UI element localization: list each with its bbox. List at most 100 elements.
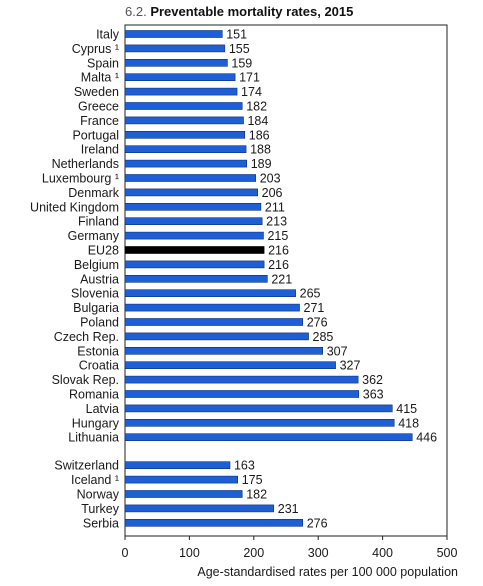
category-label: Netherlands: [52, 157, 119, 171]
bar: [124, 188, 258, 197]
value-label: 182: [246, 100, 267, 114]
value-label: 418: [398, 416, 419, 430]
category-label: Austria: [80, 272, 119, 286]
value-label: 155: [229, 42, 250, 56]
category-label: Finland: [78, 215, 119, 229]
category-label: Serbia: [83, 516, 119, 530]
category-label: France: [80, 114, 119, 128]
value-label: 446: [416, 431, 437, 445]
value-label: 216: [268, 244, 289, 258]
bar: [124, 102, 243, 110]
bar: [124, 203, 262, 211]
category-label: Slovenia: [71, 287, 119, 301]
bar: [124, 318, 304, 326]
value-label: 163: [234, 459, 255, 473]
category-label: Ireland: [81, 143, 119, 157]
value-label: 215: [267, 229, 288, 243]
bar: [124, 518, 304, 527]
bar: [124, 73, 236, 81]
x-tick-label: 0: [122, 546, 129, 560]
category-label: EU28: [88, 244, 119, 258]
category-label: Croatia: [79, 359, 119, 373]
category-label: Latvia: [86, 402, 119, 416]
category-label: Belgium: [74, 258, 119, 272]
value-label: 415: [396, 402, 417, 416]
figure-title: Preventable mortality rates, 2015: [150, 4, 354, 19]
category-label: Poland: [80, 316, 119, 330]
bar: [124, 87, 238, 96]
x-axis-title: Age-standardised rates per 100 000 popul…: [197, 565, 458, 579]
value-label: 211: [265, 200, 285, 214]
value-label: 363: [363, 388, 384, 402]
bar: [124, 131, 246, 139]
category-label: Bulgaria: [73, 301, 119, 315]
value-label: 327: [340, 359, 361, 373]
value-label: 174: [241, 85, 262, 99]
value-label: 159: [231, 56, 252, 70]
bar: [124, 361, 336, 370]
category-label: Lithuania: [68, 431, 119, 445]
bar: [124, 504, 275, 513]
bar: [124, 303, 300, 312]
category-label: Romania: [69, 388, 119, 402]
figure-number: 6.2.: [125, 4, 147, 19]
category-label: Germany: [68, 229, 120, 243]
value-label: 362: [362, 373, 383, 387]
value-label: 182: [246, 488, 267, 502]
category-label: United Kingdom: [30, 200, 119, 214]
value-label: 307: [327, 344, 348, 358]
x-tick-label: 500: [437, 546, 458, 560]
bar: [124, 246, 265, 254]
value-label: 186: [249, 128, 270, 142]
x-tick-label: 300: [308, 546, 329, 560]
value-label: 184: [247, 114, 268, 128]
bar: [124, 375, 359, 384]
category-label: Portugal: [72, 128, 119, 142]
bar: [124, 390, 360, 398]
bar: [124, 159, 248, 168]
category-label: Turkey: [81, 502, 119, 516]
bar: [124, 260, 265, 269]
value-label: 151: [226, 28, 247, 42]
bar: [124, 116, 244, 125]
value-label: 213: [266, 215, 287, 229]
category-label: Spain: [87, 56, 119, 70]
value-label: 265: [300, 287, 321, 301]
bar: [124, 289, 296, 298]
bar: [124, 461, 231, 470]
value-label: 189: [251, 157, 272, 171]
x-tick-label: 400: [372, 546, 393, 560]
bar: [124, 475, 238, 484]
category-label: Switzerland: [54, 459, 119, 473]
bar: [124, 332, 309, 341]
category-label: Iceland ¹: [71, 473, 119, 487]
category-label: Czech Rep.: [54, 330, 119, 344]
value-label: 276: [307, 316, 328, 330]
value-label: 276: [307, 516, 328, 530]
category-label: Hungary: [72, 416, 120, 430]
category-label: Slovak Rep.: [52, 373, 119, 387]
category-label: Luxembourg ¹: [42, 172, 119, 186]
category-label: Malta ¹: [81, 71, 119, 85]
category-label: Estonia: [77, 344, 119, 358]
bar: [124, 145, 247, 153]
category-label: Cyprus ¹: [72, 42, 119, 56]
bar: [124, 174, 257, 182]
value-label: 171: [239, 71, 260, 85]
value-label: 203: [260, 172, 281, 186]
bar: [124, 346, 324, 355]
chart-title: 6.2. Preventable mortality rates, 2015: [125, 4, 353, 19]
category-label: Italy: [96, 28, 120, 42]
value-label: 221: [271, 272, 292, 286]
bar: [124, 58, 228, 67]
bar: [124, 231, 264, 240]
bar: [124, 490, 243, 498]
value-label: 271: [304, 301, 325, 315]
x-tick-label: 100: [179, 546, 200, 560]
x-tick-label: 200: [243, 546, 264, 560]
category-label: Denmark: [68, 186, 119, 200]
category-label: Norway: [77, 488, 120, 502]
value-label: 231: [278, 502, 299, 516]
bar: [124, 404, 393, 413]
